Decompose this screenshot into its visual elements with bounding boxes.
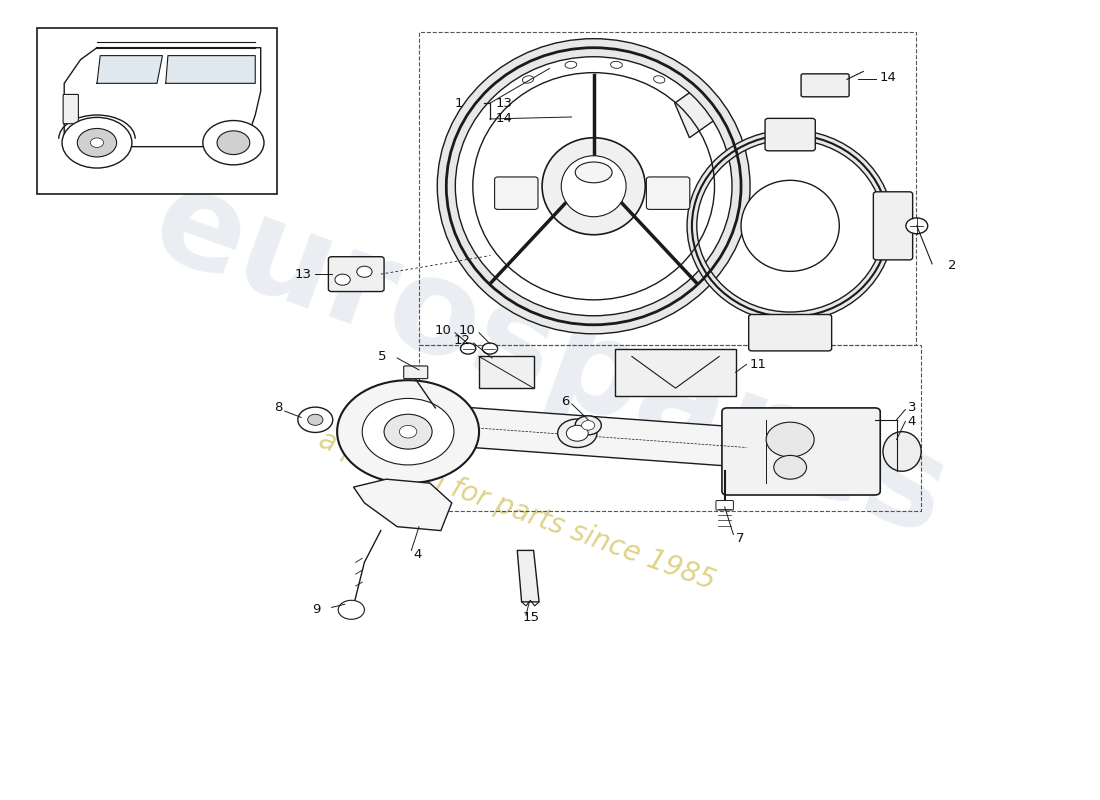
Circle shape [334, 274, 350, 286]
Text: 4: 4 [908, 415, 916, 428]
Text: 13: 13 [295, 268, 312, 281]
Text: 10: 10 [434, 324, 452, 337]
Circle shape [773, 455, 806, 479]
Polygon shape [353, 479, 452, 530]
Ellipse shape [575, 162, 612, 182]
FancyBboxPatch shape [478, 357, 534, 388]
Ellipse shape [542, 138, 646, 234]
Polygon shape [416, 404, 749, 467]
Text: 14: 14 [880, 71, 896, 84]
FancyBboxPatch shape [873, 192, 913, 260]
Text: 11: 11 [750, 358, 767, 371]
Circle shape [566, 426, 588, 441]
Polygon shape [674, 82, 719, 138]
Text: a passion for parts since 1985: a passion for parts since 1985 [316, 426, 719, 596]
Text: 8: 8 [274, 402, 283, 414]
Circle shape [337, 380, 478, 483]
Text: 2: 2 [948, 259, 957, 272]
Circle shape [62, 118, 132, 168]
Text: eurospares: eurospares [136, 158, 964, 563]
Text: 1: 1 [454, 97, 463, 110]
FancyBboxPatch shape [495, 177, 538, 210]
Circle shape [362, 398, 454, 465]
Text: 13: 13 [495, 97, 513, 110]
FancyBboxPatch shape [722, 408, 880, 495]
Circle shape [482, 343, 497, 354]
Polygon shape [64, 48, 261, 146]
Text: 15: 15 [522, 611, 540, 624]
Polygon shape [97, 56, 163, 83]
Circle shape [77, 129, 117, 157]
Ellipse shape [741, 180, 839, 271]
Circle shape [90, 138, 103, 147]
Text: 6: 6 [561, 395, 570, 408]
FancyBboxPatch shape [749, 314, 832, 351]
Circle shape [558, 419, 597, 447]
Circle shape [338, 600, 364, 619]
FancyBboxPatch shape [616, 349, 736, 396]
Circle shape [582, 421, 595, 430]
Circle shape [298, 407, 333, 433]
Text: 10: 10 [459, 324, 476, 337]
Circle shape [384, 414, 432, 449]
Text: 12: 12 [453, 334, 471, 347]
FancyBboxPatch shape [404, 366, 428, 378]
Circle shape [308, 414, 323, 426]
FancyBboxPatch shape [37, 28, 277, 194]
Circle shape [575, 416, 602, 435]
Circle shape [461, 343, 476, 354]
FancyBboxPatch shape [801, 74, 849, 97]
FancyBboxPatch shape [766, 118, 815, 151]
Text: 4: 4 [414, 548, 422, 561]
Text: 14: 14 [495, 113, 513, 126]
Circle shape [766, 422, 814, 457]
Text: 7: 7 [736, 532, 744, 545]
FancyBboxPatch shape [329, 257, 384, 291]
Circle shape [356, 266, 372, 278]
FancyBboxPatch shape [716, 501, 734, 510]
FancyBboxPatch shape [63, 94, 78, 124]
Text: 5: 5 [377, 350, 386, 363]
Circle shape [217, 131, 250, 154]
Ellipse shape [883, 432, 921, 471]
Circle shape [399, 426, 417, 438]
Circle shape [202, 121, 264, 165]
Text: 9: 9 [312, 603, 321, 616]
FancyBboxPatch shape [647, 177, 690, 210]
Circle shape [906, 218, 927, 234]
Text: 3: 3 [908, 402, 916, 414]
Ellipse shape [561, 156, 626, 217]
Polygon shape [166, 56, 255, 83]
Polygon shape [517, 550, 539, 602]
